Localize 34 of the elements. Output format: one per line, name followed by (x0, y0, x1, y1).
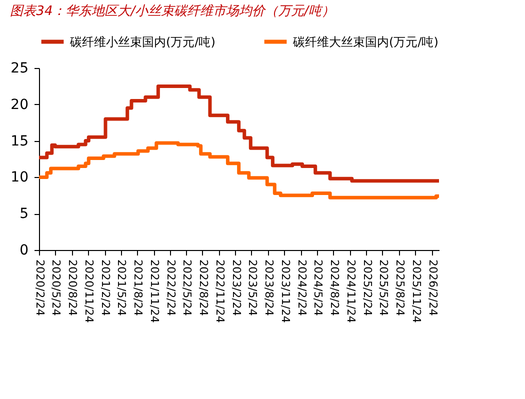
y-tick-label: 0 (20, 242, 28, 258)
x-tick-label: 2022/2/24 (164, 260, 178, 316)
x-tick-label: 2022/5/24 (180, 260, 194, 316)
x-tick-label: 2024/8/24 (328, 260, 341, 316)
legend-label: 碳纤维小丝束国内(万元/吨) (69, 34, 216, 49)
x-tick-label: 2021/11/24 (148, 260, 162, 323)
y-tick-label: 10 (10, 170, 28, 186)
legend-label: 碳纤维大丝束国内(万元/吨) (292, 34, 438, 49)
x-tick-label: 2021/5/24 (115, 260, 128, 316)
x-tick-label: 2022/8/24 (196, 260, 210, 316)
y-tick-label: 20 (10, 96, 28, 113)
chart-title: 图表34：华东地区大/小丝束碳纤维市场均价（万元/吨） (10, 4, 334, 19)
x-tick-label: 2021/8/24 (132, 260, 145, 316)
x-tick-label: 2025/2/24 (360, 260, 374, 316)
x-tick-label: 2020/5/24 (50, 260, 63, 316)
x-tick-label: 2020/8/24 (66, 260, 80, 316)
x-tick-label: 2026/2/24 (426, 260, 440, 316)
y-tick-label: 5 (20, 206, 28, 222)
x-tick-label: 2025/11/24 (410, 260, 423, 323)
x-tick-label: 2025/5/24 (376, 260, 390, 316)
x-tick-label: 2022/11/24 (213, 260, 226, 323)
x-tick-label: 2023/8/24 (262, 260, 276, 316)
x-tick-label: 2023/2/24 (230, 260, 243, 316)
x-tick-label: 2021/2/24 (99, 260, 112, 316)
x-tick-label: 2024/5/24 (311, 260, 324, 316)
x-tick-label: 2020/11/24 (82, 260, 96, 323)
x-tick-label: 2020/2/24 (34, 260, 46, 316)
x-tick-label: 2024/2/24 (295, 260, 308, 316)
y-tick-label: 15 (10, 133, 28, 150)
x-tick-label: 2024/11/24 (344, 260, 358, 323)
x-tick-label: 2023/11/24 (278, 260, 292, 323)
x-tick-label: 2025/8/24 (393, 260, 406, 316)
x-tick-label: 2023/5/24 (246, 260, 259, 316)
y-tick-label: 25 (10, 60, 28, 76)
